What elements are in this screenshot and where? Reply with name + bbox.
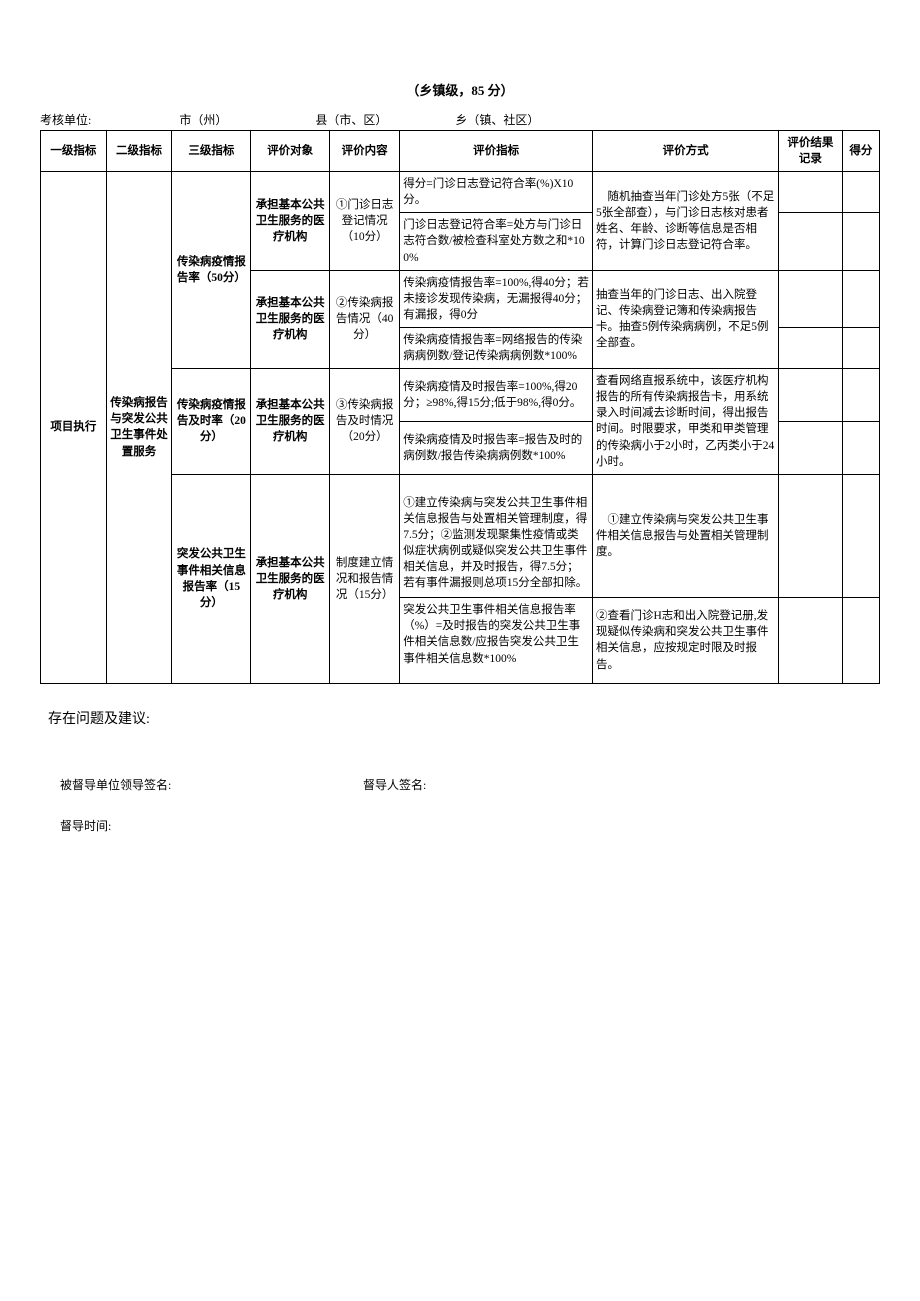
eval-target-d: 承担基本公共卫生服务的医疗机构	[251, 474, 330, 683]
eval-index-r8: 突发公共卫生事件相关信息报告率（%）=及时报告的突发公共卫生事件相关信息数/应报…	[400, 598, 593, 683]
eval-content-d: 制度建立情况和报告情况（15分）	[330, 474, 400, 683]
header-level2: 二级指标	[106, 131, 172, 172]
eval-target-b: 承担基本公共卫生服务的医疗机构	[251, 270, 330, 368]
header-eval-target: 评价对象	[251, 131, 330, 172]
header-level3: 三级指标	[172, 131, 251, 172]
eval-target-c: 承担基本公共卫生服务的医疗机构	[251, 369, 330, 475]
result-cell	[779, 598, 843, 683]
score-cell	[842, 213, 879, 270]
signature-line: 被督导单位领导签名: 督导人签名:	[60, 776, 880, 793]
sig-unit-label: 被督导单位领导签名:	[60, 776, 360, 793]
score-cell	[842, 369, 879, 422]
eval-index-r5: 传染病疫情及时报告率=100%,得20分；≥98%,得15分;低于98%,得0分…	[400, 369, 593, 422]
eval-target-a: 承担基本公共卫生服务的医疗机构	[251, 172, 330, 270]
level2-cell: 传染病报告与突发公共卫生事件处置服务	[106, 172, 172, 683]
level3-a: 传染病疫情报告率（50分）	[172, 172, 251, 369]
header-result-record: 评价结果记录	[779, 131, 843, 172]
result-cell	[779, 474, 843, 598]
header-score: 得分	[842, 131, 879, 172]
score-cell	[842, 598, 879, 683]
score-cell	[842, 327, 879, 368]
eval-content-c: ③传染病报告及时情况（20分）	[330, 369, 400, 475]
eval-method-m3: 查看网络直报系统中，该医疗机构报告的所有传染病报告卡，用系统录入时间减去诊断时间…	[592, 369, 778, 475]
header-eval-method: 评价方式	[592, 131, 778, 172]
level3-b: 传染病疫情报告及时率（20分）	[172, 369, 251, 475]
evaluation-table: 一级指标 二级指标 三级指标 评价对象 评价内容 评价指标 评价方式 评价结果记…	[40, 130, 880, 684]
document-title: （乡镇级，85 分）	[40, 80, 880, 99]
result-cell	[779, 327, 843, 368]
eval-index-r3: 传染病疫情报告率=100%,得40分；若未接诊发现传染病，无漏报得40分；有漏报…	[400, 270, 593, 327]
eval-method-m1: 随机抽查当年门诊处方5张（不足5张全部查），与门诊日志核对患者姓名、年龄、诊断等…	[592, 172, 778, 270]
eval-method-m2: 抽查当年的门诊日志、出入院登记、传染病登记簿和传染病报告卡。抽查5例传染病病例，…	[592, 270, 778, 368]
eval-index-r7: ①建立传染病与突发公共卫生事件相关信息报告与处置相关管理制度，得7.5分；②监测…	[400, 474, 593, 598]
time-label: 督导时间:	[60, 817, 880, 834]
header-eval-index: 评价指标	[400, 131, 593, 172]
level3-c: 突发公共卫生事件相关信息报告率（15分）	[172, 474, 251, 683]
score-cell	[842, 474, 879, 598]
unit-town: 乡（镇、社区）	[455, 113, 539, 127]
level1-cell: 项目执行	[41, 172, 107, 683]
result-cell	[779, 421, 843, 474]
result-cell	[779, 172, 843, 213]
eval-index-r4: 传染病疫情报告率=网络报告的传染病病例数/登记传染病病例数*100%	[400, 327, 593, 368]
eval-index-r1: 得分=门诊日志登记符合率(%)X10分。	[400, 172, 593, 213]
header-level1: 一级指标	[41, 131, 107, 172]
score-cell	[842, 421, 879, 474]
eval-index-r2: 门诊日志登记符合率=处方与门诊日志符合数/被检查科室处方数之和*100%	[400, 213, 593, 270]
eval-method-m4: ①建立传染病与突发公共卫生事件相关信息报告与处置相关管理制度。	[592, 474, 778, 598]
eval-content-a: ①门诊日志登记情况（10分）	[330, 172, 400, 270]
unit-prefix: 考核单位:	[40, 113, 91, 127]
result-cell	[779, 213, 843, 270]
eval-content-b: ②传染病报告情况（40分）	[330, 270, 400, 368]
sig-person-label: 督导人签名:	[363, 778, 426, 792]
unit-line: 考核单位: 市（州） 县（市、区） 乡（镇、社区）	[40, 111, 880, 128]
score-cell	[842, 172, 879, 213]
unit-city: 市（州）	[179, 113, 227, 127]
issues-label: 存在问题及建议:	[48, 708, 880, 728]
eval-index-r6: 传染病疫情及时报告率=报告及时的病例数/报告传染病病例数*100%	[400, 421, 593, 474]
score-cell	[842, 270, 879, 327]
unit-county: 县（市、区）	[315, 113, 387, 127]
result-cell	[779, 369, 843, 422]
header-eval-content: 评价内容	[330, 131, 400, 172]
eval-method-m5: ②查看门诊H志和出入院登记册,发现疑似传染病和突发公共卫生事件相关信息，应按规定…	[592, 598, 778, 683]
result-cell	[779, 270, 843, 327]
